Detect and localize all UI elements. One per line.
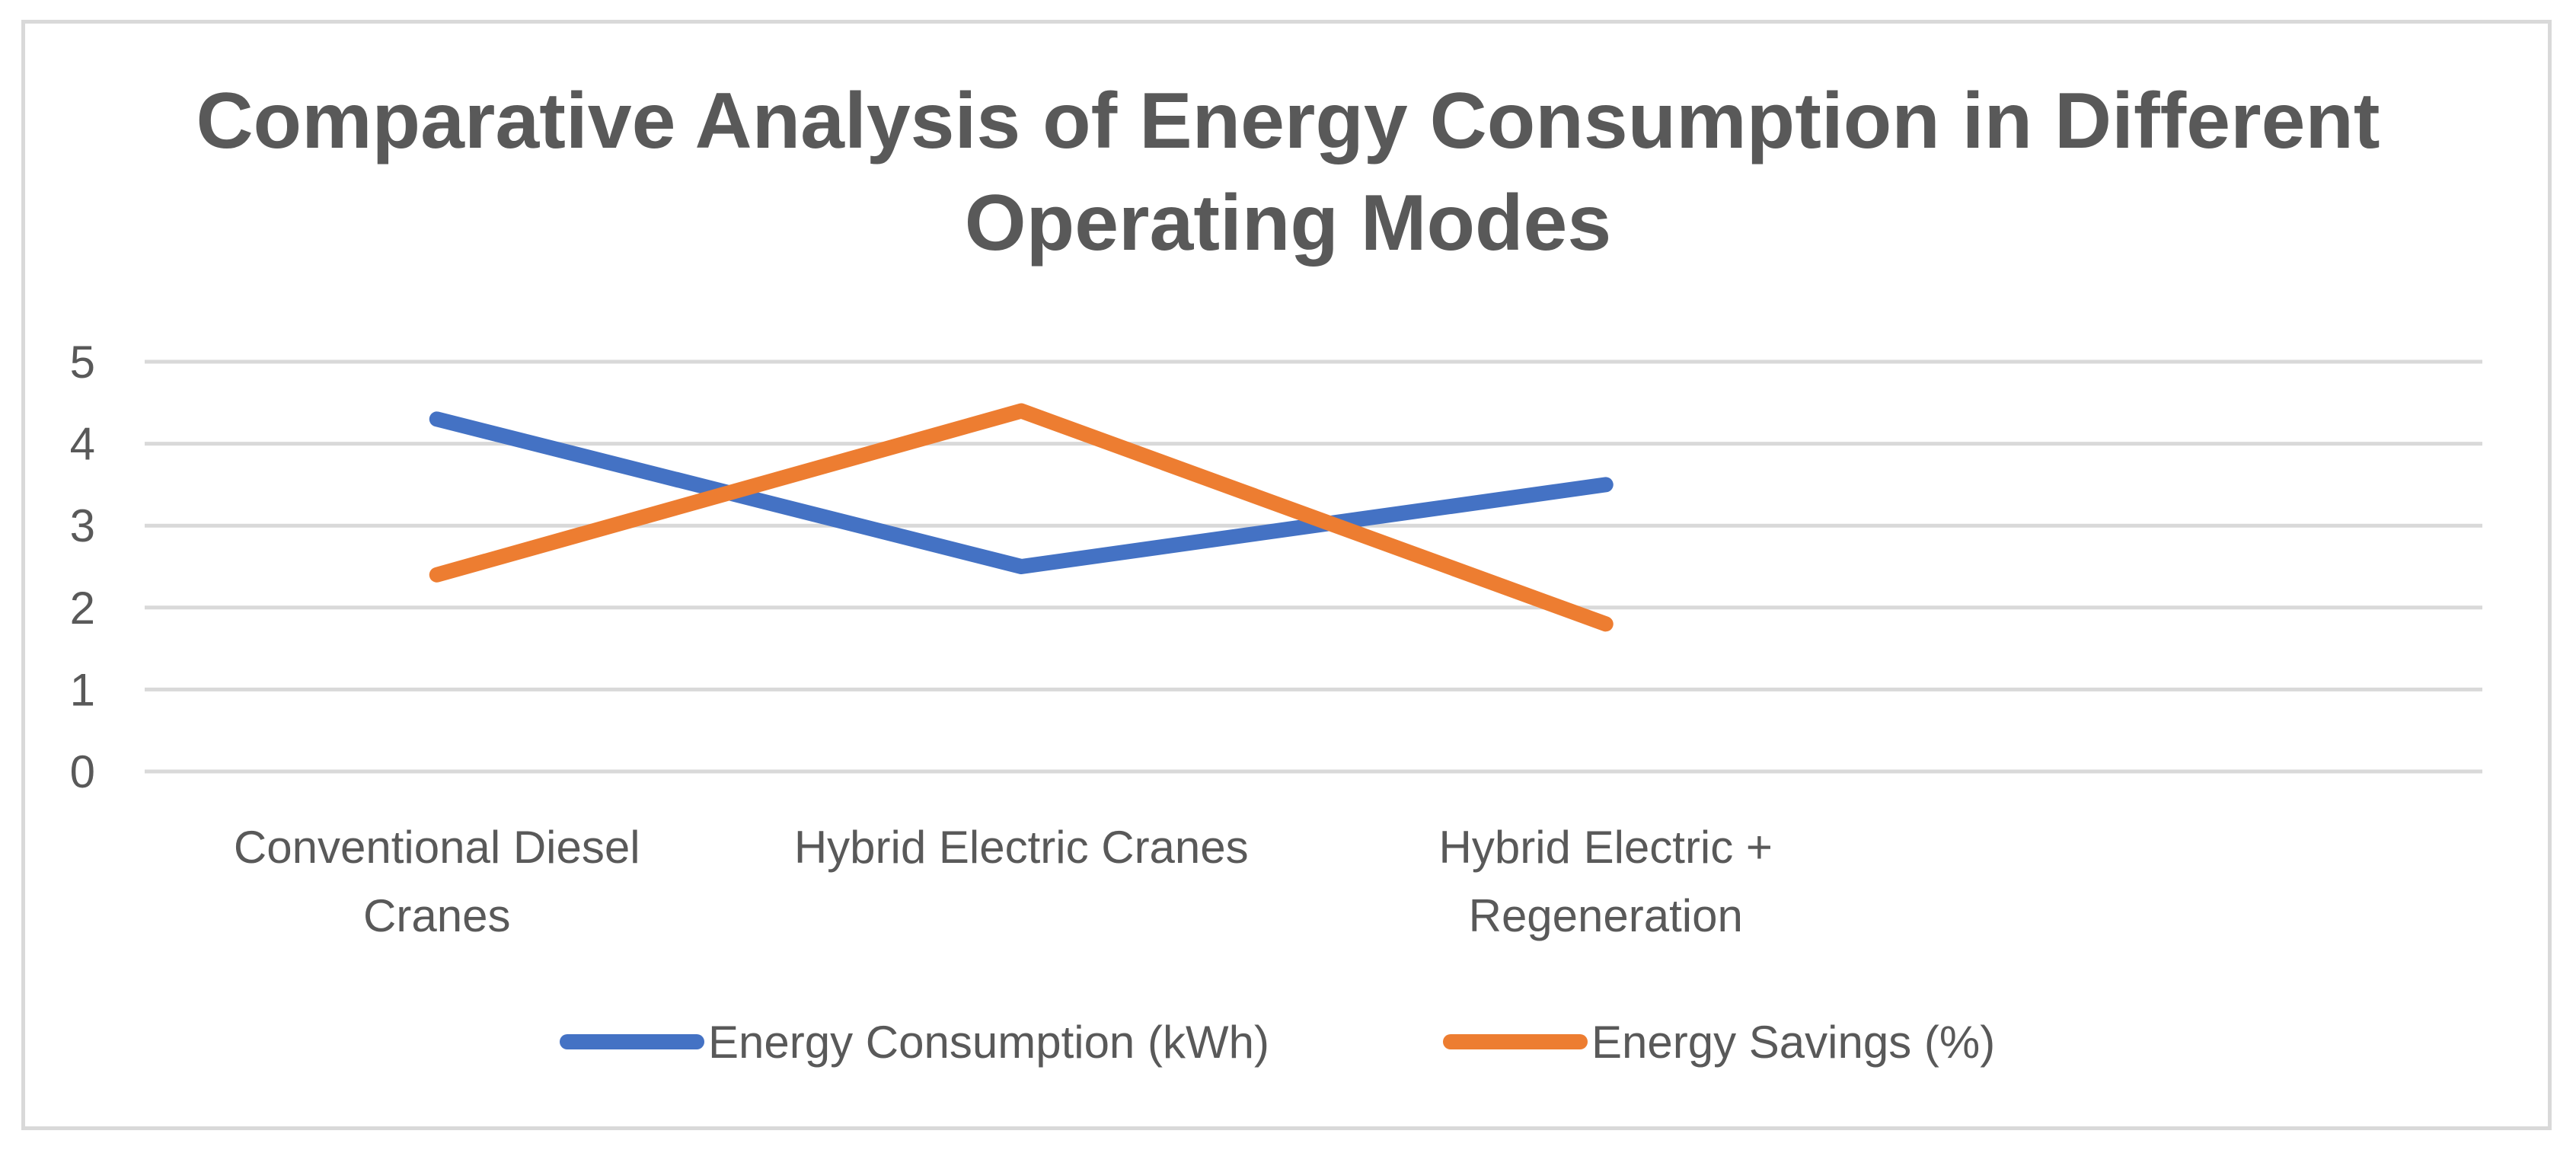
y-tick-label: 4: [70, 419, 95, 470]
x-category-label: Conventional Diesel Cranes: [234, 822, 640, 941]
y-tick-label: 2: [70, 583, 95, 634]
x-category-label-line: Cranes: [363, 890, 510, 941]
x-category-label-line: Hybrid Electric Cranes: [794, 822, 1249, 873]
y-tick-label: 0: [70, 746, 95, 797]
x-category-label-line: Regeneration: [1469, 890, 1743, 941]
x-category-label: Hybrid Electric + Regeneration: [1439, 822, 1773, 941]
x-category-label-line: Conventional Diesel: [234, 822, 640, 873]
series-line: [429, 403, 1614, 632]
legend-label: Energy Savings (%): [1591, 1017, 1995, 1068]
chart-title: Comparative Analysis of Energy Consumpti…: [196, 77, 2380, 267]
y-tick-label: 3: [70, 500, 95, 551]
y-tick-label: 5: [70, 337, 95, 388]
x-category-label: Hybrid Electric Cranes: [794, 822, 1249, 873]
y-tick-label: 1: [70, 664, 95, 715]
x-category-label-line: Hybrid Electric +: [1439, 822, 1773, 873]
legend-label: Energy Consumption (kWh): [708, 1017, 1269, 1068]
series-line: [429, 411, 1614, 574]
